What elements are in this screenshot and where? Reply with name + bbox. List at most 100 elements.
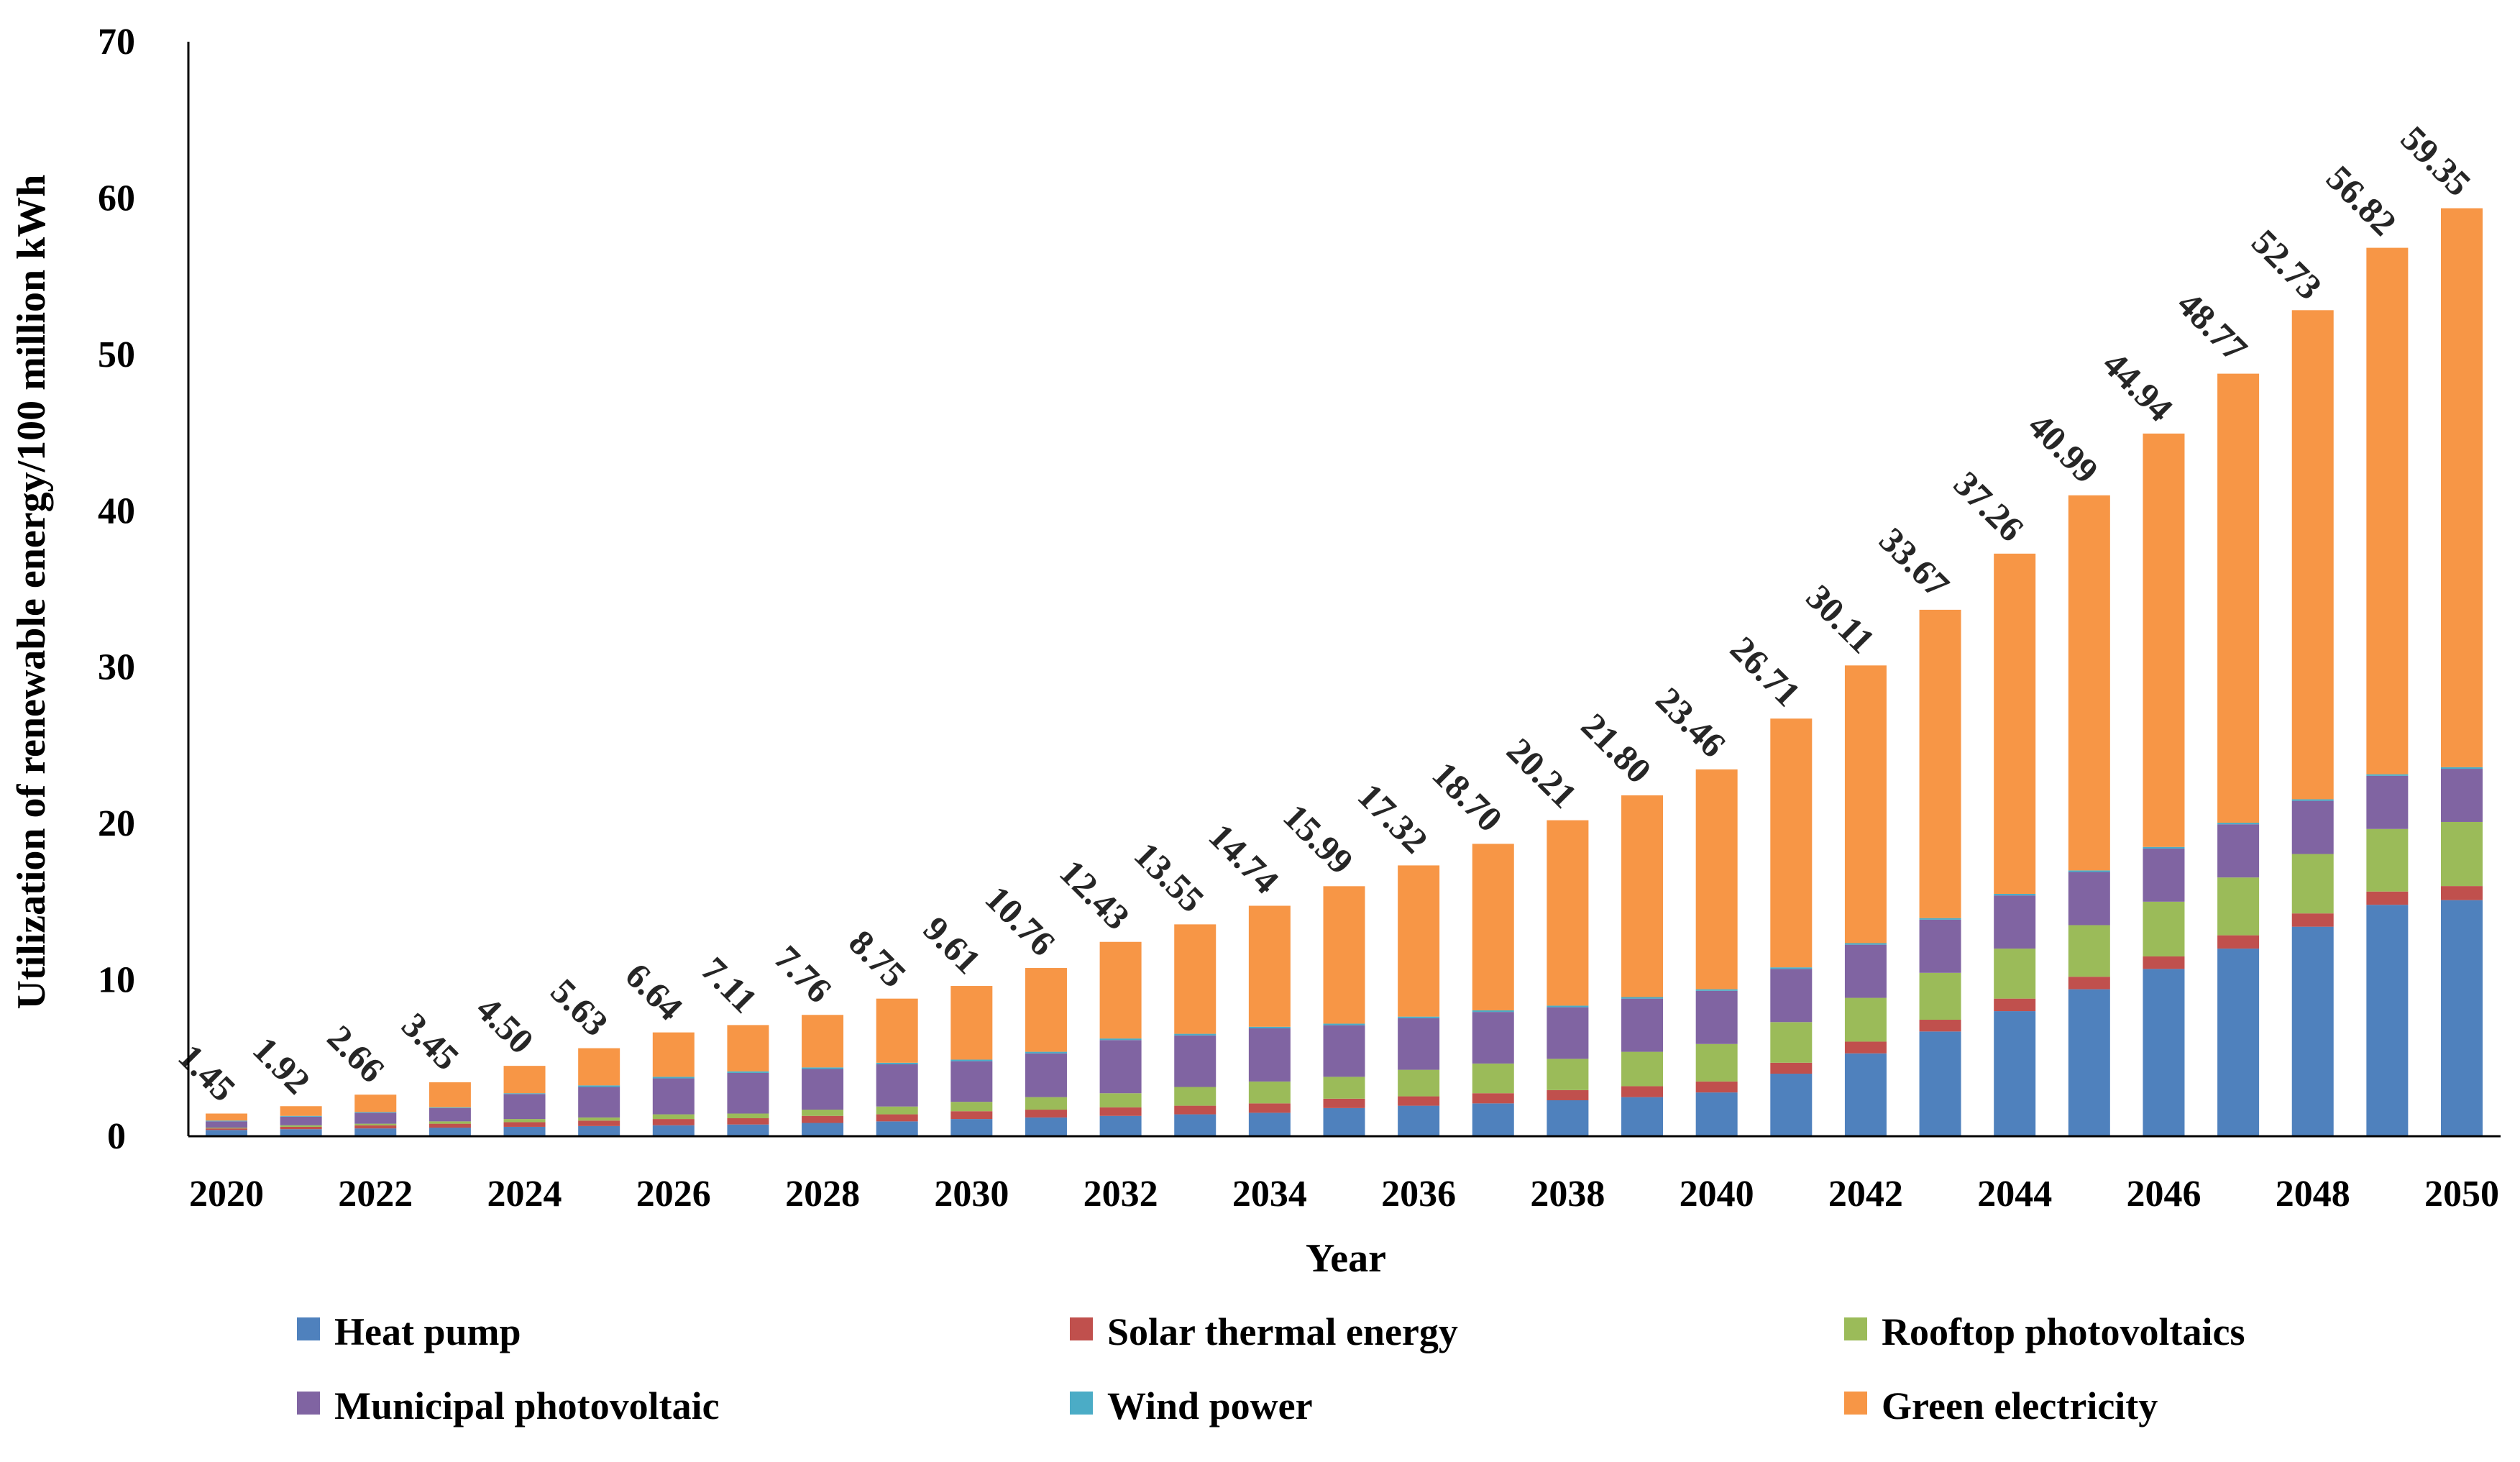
total-label-2034: 14.74	[1201, 815, 1287, 901]
bar-segment-2043-green-electricity	[1919, 609, 1961, 918]
bar-segment-2038-solar-thermal-energy	[1547, 1089, 1589, 1100]
bar-segment-2045-rooftop-photovoltaics	[2068, 925, 2110, 977]
total-label-2031: 10.76	[978, 878, 1063, 964]
total-label-2029: 8.75	[841, 922, 914, 995]
bar-segment-2029-solar-thermal-energy	[876, 1114, 918, 1122]
bar-segment-2024-wind-power	[503, 1093, 546, 1095]
bar-segment-2032-rooftop-photovoltaics	[1099, 1093, 1142, 1107]
legend-label-heat-pump: Heat pump	[334, 1310, 521, 1353]
total-label-2040: 23.46	[1648, 680, 1733, 765]
total-label-2041: 26.71	[1723, 629, 1808, 714]
total-label-2044: 37.26	[1946, 463, 2032, 549]
bar-segment-2042-heat-pump	[1844, 1053, 1887, 1136]
bar-segment-2021-green-electricity	[280, 1106, 322, 1116]
bar-segment-2041-heat-pump	[1770, 1074, 1813, 1136]
bar-segment-2030-municipal-photovoltaic	[950, 1061, 993, 1102]
bar-segment-2031-green-electricity	[1025, 968, 1067, 1052]
y-axis-title: Utilization of renewable energy/100 mill…	[9, 175, 54, 1010]
bar-segment-2041-wind-power	[1770, 967, 1813, 969]
bar-segment-2029-heat-pump	[876, 1121, 918, 1136]
legend-swatch-heat-pump	[297, 1317, 320, 1340]
bar-segment-2040-wind-power	[1695, 989, 1738, 991]
bar-segment-2028-wind-power	[802, 1067, 844, 1069]
bar-segment-2030-green-electricity	[950, 986, 993, 1060]
total-label-2032: 12.43	[1052, 851, 1137, 937]
bar-segment-2036-solar-thermal-energy	[1398, 1096, 1440, 1106]
bar-segment-2049-municipal-photovoltaic	[2366, 775, 2409, 829]
legend-label-wind-power: Wind power	[1107, 1384, 1313, 1427]
bar-segment-2034-heat-pump	[1248, 1113, 1291, 1136]
bar-segment-2043-wind-power	[1919, 918, 1961, 920]
total-label-2030: 9.61	[916, 908, 989, 981]
bar-segment-2040-heat-pump	[1695, 1092, 1738, 1136]
total-label-2042: 30.11	[1799, 577, 1883, 661]
bar-segment-2044-solar-thermal-energy	[1994, 998, 2036, 1012]
bar-segment-2032-municipal-photovoltaic	[1099, 1040, 1142, 1094]
x-tick-label: 2032	[1083, 1174, 1158, 1215]
bar-segment-2028-green-electricity	[802, 1015, 844, 1068]
x-tick-label: 2026	[636, 1174, 711, 1215]
bar-segment-2030-rooftop-photovoltaics	[950, 1102, 993, 1112]
bar-segment-2025-green-electricity	[578, 1048, 620, 1086]
total-label-2024: 4.50	[469, 988, 541, 1061]
bar-segment-2043-rooftop-photovoltaics	[1919, 972, 1961, 1020]
bar-segment-2049-wind-power	[2366, 774, 2409, 776]
legend-swatch-solar-thermal-energy	[1070, 1317, 1093, 1340]
total-label-2025: 5.63	[544, 971, 616, 1043]
total-label-2047: 48.77	[2170, 283, 2255, 369]
legend-swatch-rooftop-photovoltaics	[1844, 1317, 1867, 1340]
bar-segment-2047-rooftop-photovoltaics	[2217, 877, 2260, 936]
bar-segment-2050-green-electricity	[2441, 208, 2483, 767]
x-tick-label: 2020	[189, 1174, 264, 1215]
bar-segment-2026-green-electricity	[652, 1032, 695, 1077]
bar-segment-2043-municipal-photovoltaic	[1919, 919, 1961, 973]
bar-segment-2036-heat-pump	[1398, 1105, 1440, 1136]
bar-segment-2039-heat-pump	[1621, 1097, 1664, 1136]
bar-segment-2022-wind-power	[354, 1112, 397, 1113]
bar-segment-2035-wind-power	[1323, 1023, 1365, 1025]
x-tick-label: 2036	[1381, 1174, 1456, 1215]
bars-layer	[206, 208, 2483, 1136]
total-label-2023: 3.45	[394, 1005, 467, 1077]
bar-segment-2023-green-electricity	[429, 1082, 471, 1107]
bar-segment-2038-heat-pump	[1547, 1100, 1589, 1136]
bar-segment-2037-rooftop-photovoltaics	[1472, 1063, 1514, 1094]
bar-segment-2034-wind-power	[1248, 1026, 1291, 1028]
total-label-2022: 2.66	[320, 1017, 393, 1089]
total-label-2050: 59.35	[2393, 118, 2479, 204]
legend: Heat pump Solar thermal energy Rooftop pho…	[297, 1310, 2245, 1427]
bar-segment-2034-green-electricity	[1248, 905, 1291, 1027]
bar-segment-2047-green-electricity	[2217, 373, 2260, 823]
bar-segment-2031-municipal-photovoltaic	[1025, 1053, 1067, 1097]
total-label-2035: 15.99	[1275, 796, 1361, 882]
legend-swatch-municipal-photovoltaic	[297, 1392, 320, 1415]
bar-segment-2020-municipal-photovoltaic	[206, 1121, 247, 1128]
bar-segment-2023-rooftop-photovoltaics	[429, 1121, 471, 1124]
bar-segment-2023-wind-power	[429, 1107, 471, 1108]
bar-segment-2048-wind-power	[2291, 799, 2334, 801]
bar-segment-2036-green-electricity	[1398, 865, 1440, 1017]
legend-label-green-electricity: Green electricity	[1882, 1384, 2158, 1427]
bar-segment-2034-solar-thermal-energy	[1248, 1103, 1291, 1113]
bar-segment-2048-municipal-photovoltaic	[2291, 800, 2334, 854]
bar-segment-2042-rooftop-photovoltaics	[1844, 997, 1887, 1042]
x-tick-label: 2038	[1530, 1174, 1605, 1215]
bar-segment-2043-solar-thermal-energy	[1919, 1020, 1961, 1032]
bar-segment-2025-solar-thermal-energy	[578, 1120, 620, 1126]
bar-segment-2039-solar-thermal-energy	[1621, 1086, 1664, 1097]
bar-segment-2037-solar-thermal-energy	[1472, 1093, 1514, 1104]
bar-segment-2037-wind-power	[1472, 1010, 1514, 1013]
bar-segment-2032-green-electricity	[1099, 941, 1142, 1039]
bar-segment-2027-rooftop-photovoltaics	[727, 1113, 769, 1118]
bar-segment-2049-green-electricity	[2366, 247, 2409, 775]
bar-segment-2046-wind-power	[2143, 846, 2185, 849]
bar-segment-2041-solar-thermal-energy	[1770, 1062, 1813, 1074]
x-tick-label: 2050	[2424, 1174, 2499, 1215]
legend-label-rooftop-photovoltaics: Rooftop photovoltaics	[1882, 1310, 2245, 1353]
total-label-2036: 17.32	[1350, 775, 1436, 861]
bar-segment-2040-green-electricity	[1695, 769, 1738, 990]
bar-segment-2033-heat-pump	[1174, 1114, 1217, 1136]
bar-segment-2035-green-electricity	[1323, 886, 1365, 1024]
bar-segment-2023-municipal-photovoltaic	[429, 1107, 471, 1122]
bar-segment-2021-solar-thermal-energy	[280, 1126, 322, 1130]
